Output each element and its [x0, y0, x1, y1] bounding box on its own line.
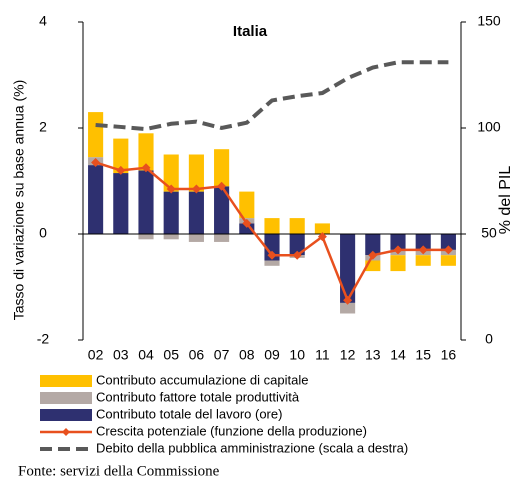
- bar: [365, 260, 381, 272]
- legend-label: Crescita potenziale (funzione della prod…: [96, 423, 367, 438]
- x-tick-label: 15: [415, 347, 431, 363]
- bar: [214, 186, 230, 234]
- marker: [242, 218, 252, 228]
- bar: [239, 191, 255, 219]
- marker: [267, 250, 277, 260]
- marker: [368, 250, 378, 260]
- y2-axis-label: % del PIL: [497, 166, 514, 235]
- y-tick-label: 4: [39, 13, 47, 29]
- marker: [217, 181, 227, 191]
- marker: [292, 250, 302, 260]
- marker: [418, 245, 428, 255]
- legend-swatch: [40, 392, 92, 404]
- bar: [88, 165, 104, 234]
- bar: [138, 234, 154, 240]
- bar: [88, 112, 104, 158]
- y-tick-label: 2: [39, 119, 47, 135]
- bar: [138, 133, 154, 171]
- x-tick-label: 16: [441, 347, 457, 363]
- bar: [390, 255, 406, 272]
- y-tick-label: 0: [39, 225, 47, 241]
- marker: [166, 184, 176, 194]
- x-tick-label: 12: [340, 347, 356, 363]
- bar: [289, 234, 305, 256]
- x-tick-label: 14: [390, 347, 406, 363]
- legend-swatch: [40, 375, 92, 387]
- bar: [415, 255, 431, 266]
- x-tick-label: 11: [315, 347, 330, 363]
- x-tick-label: 10: [289, 347, 305, 363]
- x-tick-label: 08: [239, 347, 255, 363]
- bar: [440, 255, 456, 266]
- x-tick-label: 04: [138, 347, 154, 363]
- y2-tick-label: 100: [477, 119, 501, 135]
- x-tick-label: 13: [365, 347, 381, 363]
- legend-label: Contributo fattore totale produttività: [96, 389, 300, 404]
- x-tick-label: 02: [88, 347, 104, 363]
- bar: [390, 234, 406, 250]
- y2-tick-label: 0: [485, 331, 493, 347]
- bar: [214, 234, 230, 242]
- bar: [340, 234, 356, 303]
- bar: [163, 154, 179, 192]
- bar: [113, 173, 129, 234]
- legend-marker: [62, 428, 70, 436]
- line: [95, 60, 449, 132]
- bar: [440, 234, 456, 250]
- source: Fonte: servizi della Commissione: [18, 463, 220, 479]
- marker: [317, 232, 327, 242]
- x-tick-label: 07: [214, 347, 230, 363]
- bar: [365, 234, 381, 256]
- x-tick-label: 03: [113, 347, 129, 363]
- legend-label: Contributo accumulazione di capitale: [96, 372, 308, 387]
- bar: [163, 234, 179, 240]
- x-tick-label: 05: [163, 347, 179, 363]
- marker: [393, 245, 403, 255]
- marker: [191, 184, 201, 194]
- bar: [415, 234, 431, 250]
- marker: [343, 295, 353, 305]
- chart-title: Italia: [233, 23, 268, 40]
- y2-tick-label: 150: [477, 13, 501, 29]
- bar: [163, 191, 179, 234]
- bar: [264, 218, 280, 234]
- marker: [443, 245, 453, 255]
- y2-tick-label: 50: [481, 225, 497, 241]
- bar: [188, 234, 204, 242]
- marker: [116, 165, 126, 175]
- bar: [138, 170, 154, 234]
- marker: [141, 163, 151, 173]
- y-axis-label: Tasso di variazione su base annua (%): [11, 80, 27, 320]
- legend-label: Debito della pubblica amministrazione (s…: [96, 440, 408, 455]
- bar: [239, 223, 255, 234]
- bar: [264, 260, 280, 266]
- bar: [289, 218, 305, 234]
- bar: [214, 149, 230, 187]
- bar: [314, 223, 330, 234]
- legend-label: Contributo totale del lavoro (ore): [96, 406, 282, 421]
- x-tick-label: 06: [189, 347, 205, 363]
- bar: [264, 234, 280, 261]
- legend-swatch: [40, 409, 92, 421]
- bar: [340, 302, 356, 314]
- bar: [188, 154, 204, 192]
- y-tick-label: -2: [37, 331, 50, 347]
- bar: [188, 191, 204, 234]
- bar: [113, 138, 129, 174]
- marker: [91, 157, 101, 167]
- x-tick-label: 09: [264, 347, 280, 363]
